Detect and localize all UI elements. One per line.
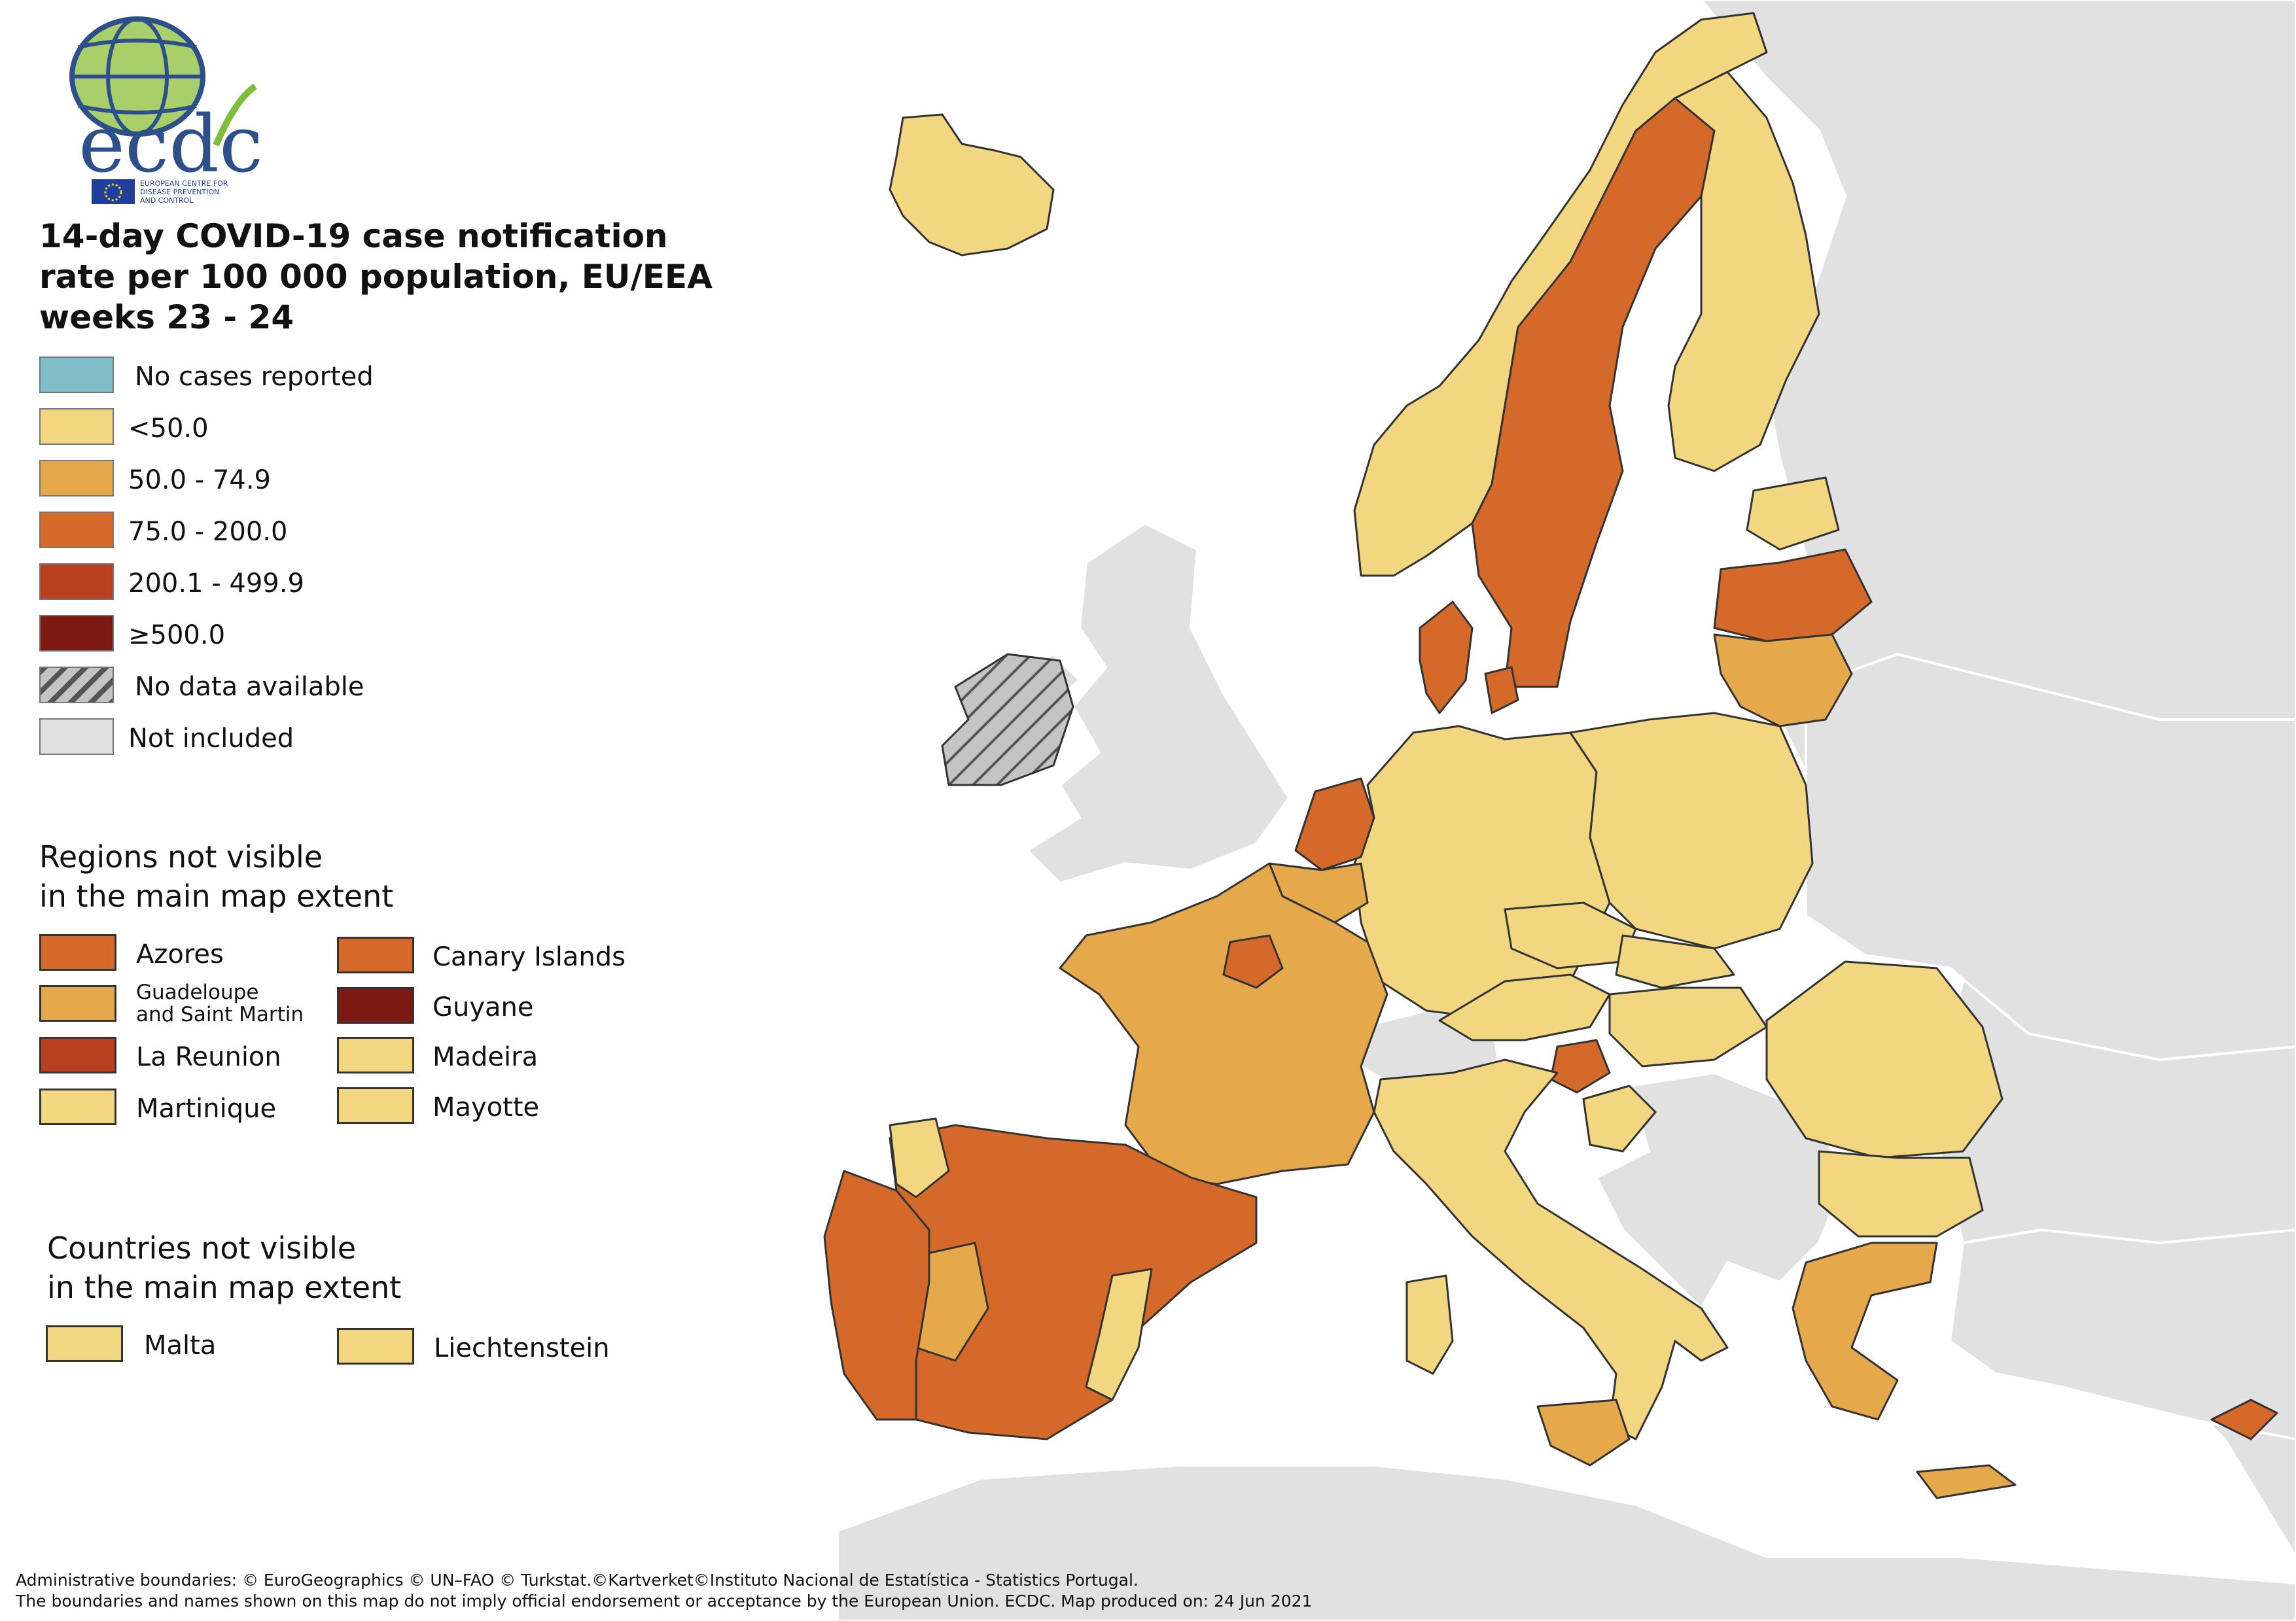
legend-swatch [39, 408, 114, 445]
croatia-region [1582, 1085, 1657, 1153]
legend-swatch [46, 1325, 123, 1362]
legend-label: Canary Islands [433, 942, 626, 972]
austria-region [1438, 973, 1611, 1041]
legend-swatch [337, 1328, 414, 1365]
ireland-region [941, 653, 1074, 786]
denmark-islands-region [1484, 666, 1519, 714]
legend-swatch [39, 1037, 116, 1073]
ile-de-france-region [1222, 934, 1284, 989]
lithuania-region [1713, 633, 1853, 727]
legend-label: Madeira [433, 1042, 539, 1072]
legend-swatch [337, 937, 414, 973]
legend-label: <50.0 [128, 413, 209, 444]
legend-swatch [337, 1087, 414, 1124]
legend-label: No cases reported [135, 362, 374, 392]
iceland-region [889, 113, 1055, 256]
slovakia-region [1615, 934, 1735, 989]
globe-icon: ecdc EUROPEAN CENTRE FOR DISEASE PREVENT… [69, 16, 263, 205]
legend-swatch [39, 460, 114, 497]
map-title: 14-day COVID-19 case notification rate p… [39, 216, 713, 338]
legend-label: Malta [144, 1331, 217, 1361]
svg-text:ecdc: ecdc [79, 99, 263, 190]
legend-swatch-hatched [39, 667, 114, 703]
legend-label: ≥500.0 [128, 620, 226, 650]
legend-label: Martinique [136, 1094, 277, 1124]
netherlands-region [1294, 777, 1375, 871]
portugal-region [823, 1170, 930, 1421]
countries-heading: Countries not visible in the main map ex… [47, 1230, 402, 1305]
legend-swatch [39, 615, 114, 652]
crete-region [1916, 1464, 2017, 1499]
title-line: rate per 100 000 population, EU/EEA [39, 258, 713, 296]
sardinia-region [1405, 1274, 1454, 1375]
hungary-region [1608, 986, 1768, 1068]
finland-region [1667, 71, 1820, 472]
sicily-region [1536, 1399, 1631, 1467]
svg-text:AND CONTROL: AND CONTROL [140, 196, 194, 204]
estonia-region [1746, 476, 1840, 551]
attribution-line: Administrative boundaries: © EuroGeograp… [16, 1571, 1139, 1590]
legend-label: Liechtenstein [434, 1333, 610, 1363]
legend-label: Guadeloupe and Saint Martin [136, 981, 304, 1026]
legend-swatch [39, 934, 116, 971]
legend-swatch [39, 1089, 116, 1125]
latvia-region [1713, 548, 1873, 642]
poland-region [1569, 712, 1814, 950]
valencia-region [1085, 1268, 1153, 1401]
legend-swatch [39, 563, 114, 600]
legend-swatch [337, 987, 414, 1024]
regions-heading: Regions not visible in the main map exte… [39, 839, 394, 914]
bulgaria-region [1818, 1150, 1984, 1238]
ecdc-logo: ecdc EUROPEAN CENTRE FOR DISEASE PREVENT… [39, 8, 275, 205]
legend-label: 75.0 - 200.0 [128, 517, 288, 547]
romania-region [1765, 960, 2004, 1159]
galicia-region [889, 1117, 950, 1198]
legend-swatch [39, 357, 114, 393]
legend-swatch [39, 985, 116, 1022]
legend-label: 50.0 - 74.9 [128, 465, 271, 495]
legend-label: Mayotte [433, 1092, 540, 1123]
legend-label: La Reunion [136, 1042, 281, 1072]
legend-label: Azores [136, 939, 224, 969]
map-footer: Administrative boundaries: © EuroGeograp… [16, 1570, 1312, 1612]
cyprus-region [2210, 1399, 2278, 1440]
legend-label: Guyane [433, 992, 534, 1022]
disclaimer-line: The boundaries and names shown on this m… [16, 1592, 1313, 1611]
title-line: weeks 23 - 24 [39, 298, 294, 336]
legend-swatch [39, 512, 114, 548]
greece-region [1792, 1242, 1938, 1421]
legend-label: No data available [135, 672, 364, 702]
legend-label: Not included [128, 723, 294, 754]
belarus-ukraine-region [1805, 652, 2296, 1062]
legend-label: 200.1 - 499.9 [128, 568, 304, 599]
svg-text:EUROPEAN CENTRE FOR: EUROPEAN CENTRE FOR [140, 179, 228, 188]
north-africa-region [836, 1464, 2296, 1621]
title-line: 14-day COVID-19 case notification [39, 217, 668, 255]
legend-swatch [337, 1037, 414, 1073]
svg-text:DISEASE PREVENTION: DISEASE PREVENTION [140, 188, 219, 196]
legend-swatch [39, 718, 114, 755]
italy-region [1373, 1058, 1729, 1440]
sweden-region [1471, 97, 1716, 688]
denmark-region [1419, 601, 1474, 714]
